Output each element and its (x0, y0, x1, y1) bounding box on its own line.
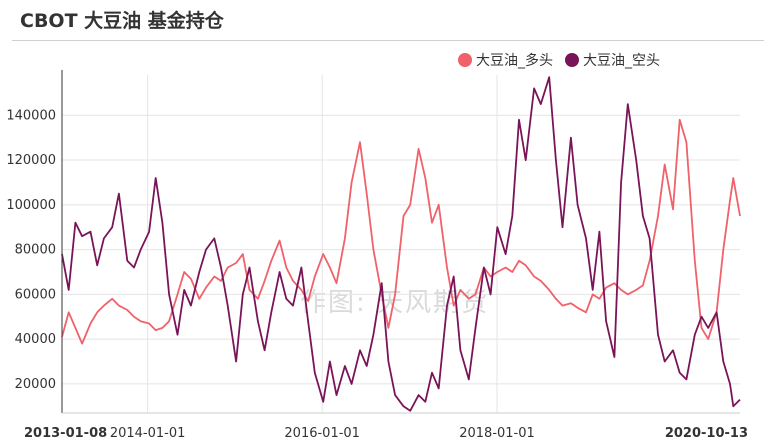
x-tick-label-1: 2014-01-01 (110, 426, 186, 441)
grid-lines (62, 75, 740, 413)
y-tick-label-6: 140000 (6, 108, 56, 123)
series-line-0[interactable] (61, 118, 741, 345)
x-tick-label-4: 2020-10-13 (665, 426, 748, 441)
legend-item-short[interactable]: 大豆油_空头 (565, 50, 660, 70)
x-tick-label-0: 2013-01-08 (24, 426, 107, 441)
x-tick-label-2: 2016-01-01 (284, 426, 360, 441)
y-tick-label-2: 60000 (15, 287, 56, 302)
axes: 20000 40000 60000 80000 100000 120000 140000 20… (6, 70, 748, 441)
x-tick-label-3: 2018-01-01 (459, 426, 535, 441)
y-tick-label-1: 40000 (15, 332, 56, 347)
y-tick-label-4: 100000 (6, 198, 56, 213)
y-tick-label-5: 120000 (6, 153, 56, 168)
title-divider (12, 40, 764, 41)
legend-dot-short (565, 53, 579, 67)
legend-dot-long (458, 53, 472, 67)
y-tick-label-0: 20000 (15, 377, 56, 392)
series-group (61, 76, 741, 412)
legend-item-long[interactable]: 大豆油_多头 (458, 50, 553, 70)
series-line-1[interactable] (61, 76, 741, 412)
chart-title: CBOT 大豆油 基金持仓 (20, 10, 224, 32)
y-tick-label-3: 80000 (15, 243, 56, 258)
legend-label-short: 大豆油_空头 (583, 53, 660, 69)
legend-label-long: 大豆油_多头 (476, 53, 553, 69)
chart-legend: 大豆油_多头 大豆油_空头 (458, 50, 672, 70)
